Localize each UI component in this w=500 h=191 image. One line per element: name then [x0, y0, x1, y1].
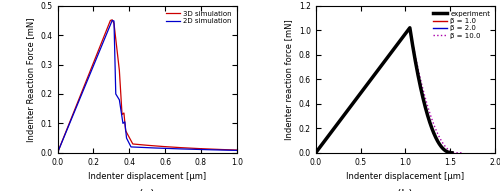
β = 2.0: [402, 34, 407, 36]
experiment: [449, 152, 455, 154]
2D simulation: [234, 149, 240, 151]
β = 10.0: [392, 46, 398, 49]
Line: β = 2.0: β = 2.0: [316, 28, 452, 153]
3D simulation: [70, 113, 76, 115]
β = 2.0: [429, 128, 435, 130]
β = 10.0: [336, 120, 342, 123]
2D simulation: [109, 19, 115, 22]
Line: β = 1.0: β = 1.0: [316, 28, 452, 153]
β = 2.0: [444, 150, 450, 153]
Line: experiment: experiment: [316, 28, 452, 153]
β = 1.0: [324, 136, 330, 138]
Legend: experiment, β = 1.0, β = 2.0, β = 10.0: experiment, β = 1.0, β = 2.0, β = 10.0: [432, 9, 492, 40]
experiment: [407, 27, 413, 29]
β = 2.0: [312, 152, 318, 154]
3D simulation: [109, 19, 115, 21]
experiment: [324, 136, 330, 138]
2D simulation: [60, 138, 66, 140]
β = 2.0: [324, 136, 330, 138]
experiment: [371, 74, 377, 77]
X-axis label: Indenter displacement [μm]: Indenter displacement [μm]: [88, 172, 206, 181]
Legend: 3D simulation, 2D simulation: 3D simulation, 2D simulation: [164, 9, 234, 25]
3D simulation: [103, 31, 109, 33]
X-axis label: Indenter displacement [μm]: Indenter displacement [μm]: [346, 172, 465, 181]
3D simulation: [234, 149, 240, 151]
Text: (a): (a): [140, 189, 155, 191]
β = 10.0: [460, 152, 466, 154]
β = 2.0: [371, 74, 377, 77]
β = 1.0: [402, 34, 407, 36]
Line: 2D simulation: 2D simulation: [58, 20, 237, 153]
β = 1.0: [444, 150, 450, 153]
3D simulation: [74, 103, 80, 105]
β = 10.0: [436, 136, 442, 138]
experiment: [444, 150, 450, 153]
2D simulation: [137, 146, 143, 148]
2D simulation: [66, 124, 72, 127]
β = 10.0: [458, 152, 464, 154]
β = 1.0: [332, 127, 338, 129]
β = 1.0: [449, 152, 455, 154]
3D simulation: [98, 41, 104, 44]
β = 1.0: [371, 74, 377, 77]
Text: (b): (b): [398, 189, 413, 191]
β = 1.0: [407, 27, 413, 29]
β = 1.0: [429, 128, 435, 130]
experiment: [402, 34, 407, 36]
β = 10.0: [452, 152, 458, 154]
β = 2.0: [332, 127, 338, 129]
β = 10.0: [312, 152, 318, 154]
Y-axis label: Indenter reaction force [mN]: Indenter reaction force [mN]: [284, 19, 293, 140]
β = 1.0: [312, 152, 318, 154]
β = 2.0: [407, 27, 413, 29]
3D simulation: [92, 57, 98, 60]
β = 2.0: [449, 152, 455, 154]
Line: 3D simulation: 3D simulation: [58, 20, 237, 153]
experiment: [429, 128, 435, 130]
experiment: [312, 152, 318, 154]
β = 10.0: [407, 27, 413, 29]
2D simulation: [54, 152, 60, 154]
Line: β = 10.0: β = 10.0: [316, 28, 464, 153]
Y-axis label: Indenter Reaction Force [mN]: Indenter Reaction Force [mN]: [26, 17, 35, 142]
experiment: [332, 127, 338, 129]
2D simulation: [204, 149, 210, 151]
3D simulation: [54, 152, 60, 154]
3D simulation: [96, 49, 102, 52]
β = 10.0: [384, 57, 390, 59]
2D simulation: [230, 149, 236, 151]
2D simulation: [194, 148, 200, 151]
